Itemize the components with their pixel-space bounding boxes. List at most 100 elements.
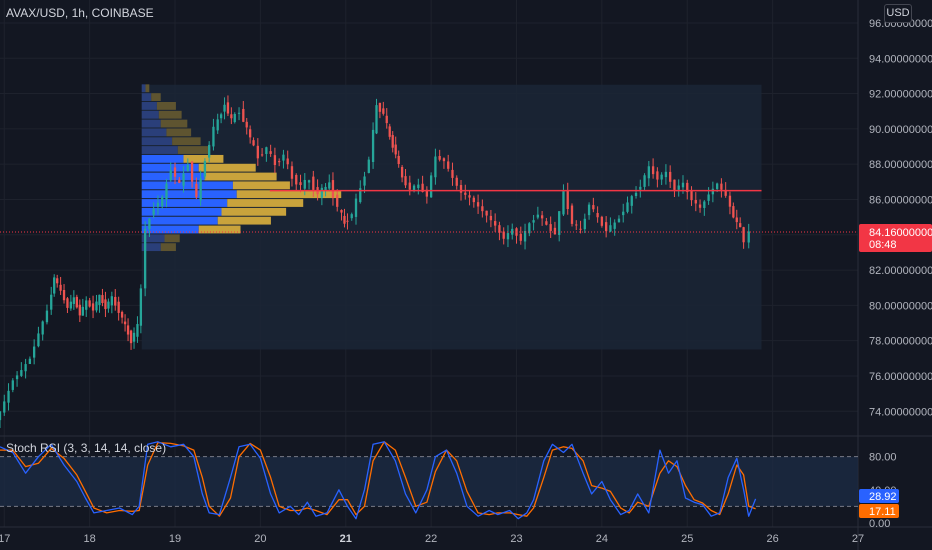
candle-body [669, 171, 672, 182]
candle-body [579, 228, 582, 230]
time-tick-label: 18 [84, 533, 96, 545]
time-tick-label: 20 [254, 533, 266, 545]
candle-body [307, 180, 311, 183]
candle-body [425, 189, 429, 197]
candle-body [66, 298, 69, 308]
stoch-title: Stoch RSI (3, 3, 14, 14, close) [6, 441, 166, 455]
candle-body [575, 224, 578, 226]
price-tick-label: 88.00000000 [869, 159, 932, 171]
time-tick-label: 27 [852, 533, 864, 545]
time-tick-label: 21 [340, 533, 352, 545]
time-tick-label: 23 [510, 533, 522, 545]
candle-body [169, 170, 172, 181]
candle-body [148, 218, 151, 230]
volume-profile-bar-down [164, 234, 180, 243]
candle-body [690, 190, 693, 201]
candle-body [447, 161, 450, 169]
candle-body [468, 195, 471, 198]
candle-body [85, 300, 88, 310]
candle-body [388, 126, 391, 137]
candle-body [75, 296, 78, 308]
volume-profile-bar-up [141, 110, 159, 119]
candle-body [161, 196, 164, 207]
volume-profile-bar-down [198, 163, 256, 172]
volume-profile-bar-up [141, 128, 167, 137]
volume-profile-bar-down [183, 154, 224, 163]
candle-body [126, 325, 130, 335]
candle-body [698, 204, 702, 208]
candle-body [630, 196, 633, 206]
candle-body [203, 161, 207, 177]
candle-body [651, 166, 655, 175]
candle-body [367, 159, 370, 173]
candle-body [728, 195, 732, 207]
candle-body [354, 198, 358, 217]
stoch-k-tag [859, 489, 899, 503]
candle-body [694, 199, 697, 204]
candle-body [340, 210, 343, 213]
candle-body [382, 108, 385, 114]
volume-profile-bar-up [141, 207, 222, 216]
candle-body [50, 294, 53, 310]
candle-body [600, 216, 604, 226]
candle-body [540, 215, 544, 219]
candle-body [88, 300, 91, 307]
candle-body [363, 176, 366, 186]
candle-body [720, 183, 723, 190]
candle-body [104, 299, 107, 310]
candle-body [558, 211, 561, 235]
candle-body [32, 346, 36, 358]
candle-body [72, 297, 76, 304]
last-price-label: 84.16000000 [869, 227, 932, 239]
candle-body [237, 112, 241, 114]
candle-body [519, 233, 522, 241]
candle-body [583, 218, 586, 230]
candle-body [69, 301, 73, 309]
candle-body [359, 188, 362, 203]
stoch-d-tag [859, 504, 899, 518]
candle-body [336, 194, 339, 207]
candle-body [391, 135, 394, 148]
price-tick-label: 86.00000000 [869, 194, 932, 206]
candle-body [536, 214, 540, 218]
candle-body [299, 182, 302, 186]
candle-body [91, 303, 95, 311]
candle-body [242, 108, 245, 122]
time-tick-label: 26 [767, 533, 779, 545]
candle-body [528, 223, 531, 234]
candle-body [152, 209, 155, 215]
candle-body [3, 401, 6, 413]
stoch-tick-label: 0.00 [869, 518, 890, 530]
price-tick-label: 90.00000000 [869, 124, 932, 136]
candle-body [739, 223, 742, 228]
volume-profile-bar-down [160, 243, 176, 252]
volume-profile-bar-down [177, 146, 211, 154]
volume-profile-bar-up [141, 119, 161, 128]
candle-body [549, 224, 552, 231]
candle-body [129, 330, 133, 344]
volume-profile-bar-up [141, 137, 173, 146]
currency-button[interactable]: USD [884, 4, 912, 23]
candle-body [562, 191, 565, 215]
candle-body [139, 288, 143, 326]
volume-profile-bar-up [141, 181, 233, 190]
candle-body [350, 214, 353, 219]
candle-body [681, 182, 685, 188]
candle-body [11, 380, 14, 390]
candle-body [485, 210, 488, 216]
candle-body [343, 215, 346, 224]
candle-body [41, 321, 44, 335]
candle-body [248, 129, 252, 138]
candle-body [394, 144, 397, 155]
candle-body [459, 185, 463, 193]
candle-body [506, 233, 510, 240]
volume-profile-bar-down [204, 172, 277, 181]
candle-body [511, 228, 514, 235]
candle-body [45, 310, 49, 323]
volume-profile-bar-down [221, 207, 287, 216]
candle-body [673, 179, 676, 190]
candle-body [451, 169, 454, 178]
candle-body [455, 177, 458, 186]
stoch-k-line [0, 441, 757, 520]
